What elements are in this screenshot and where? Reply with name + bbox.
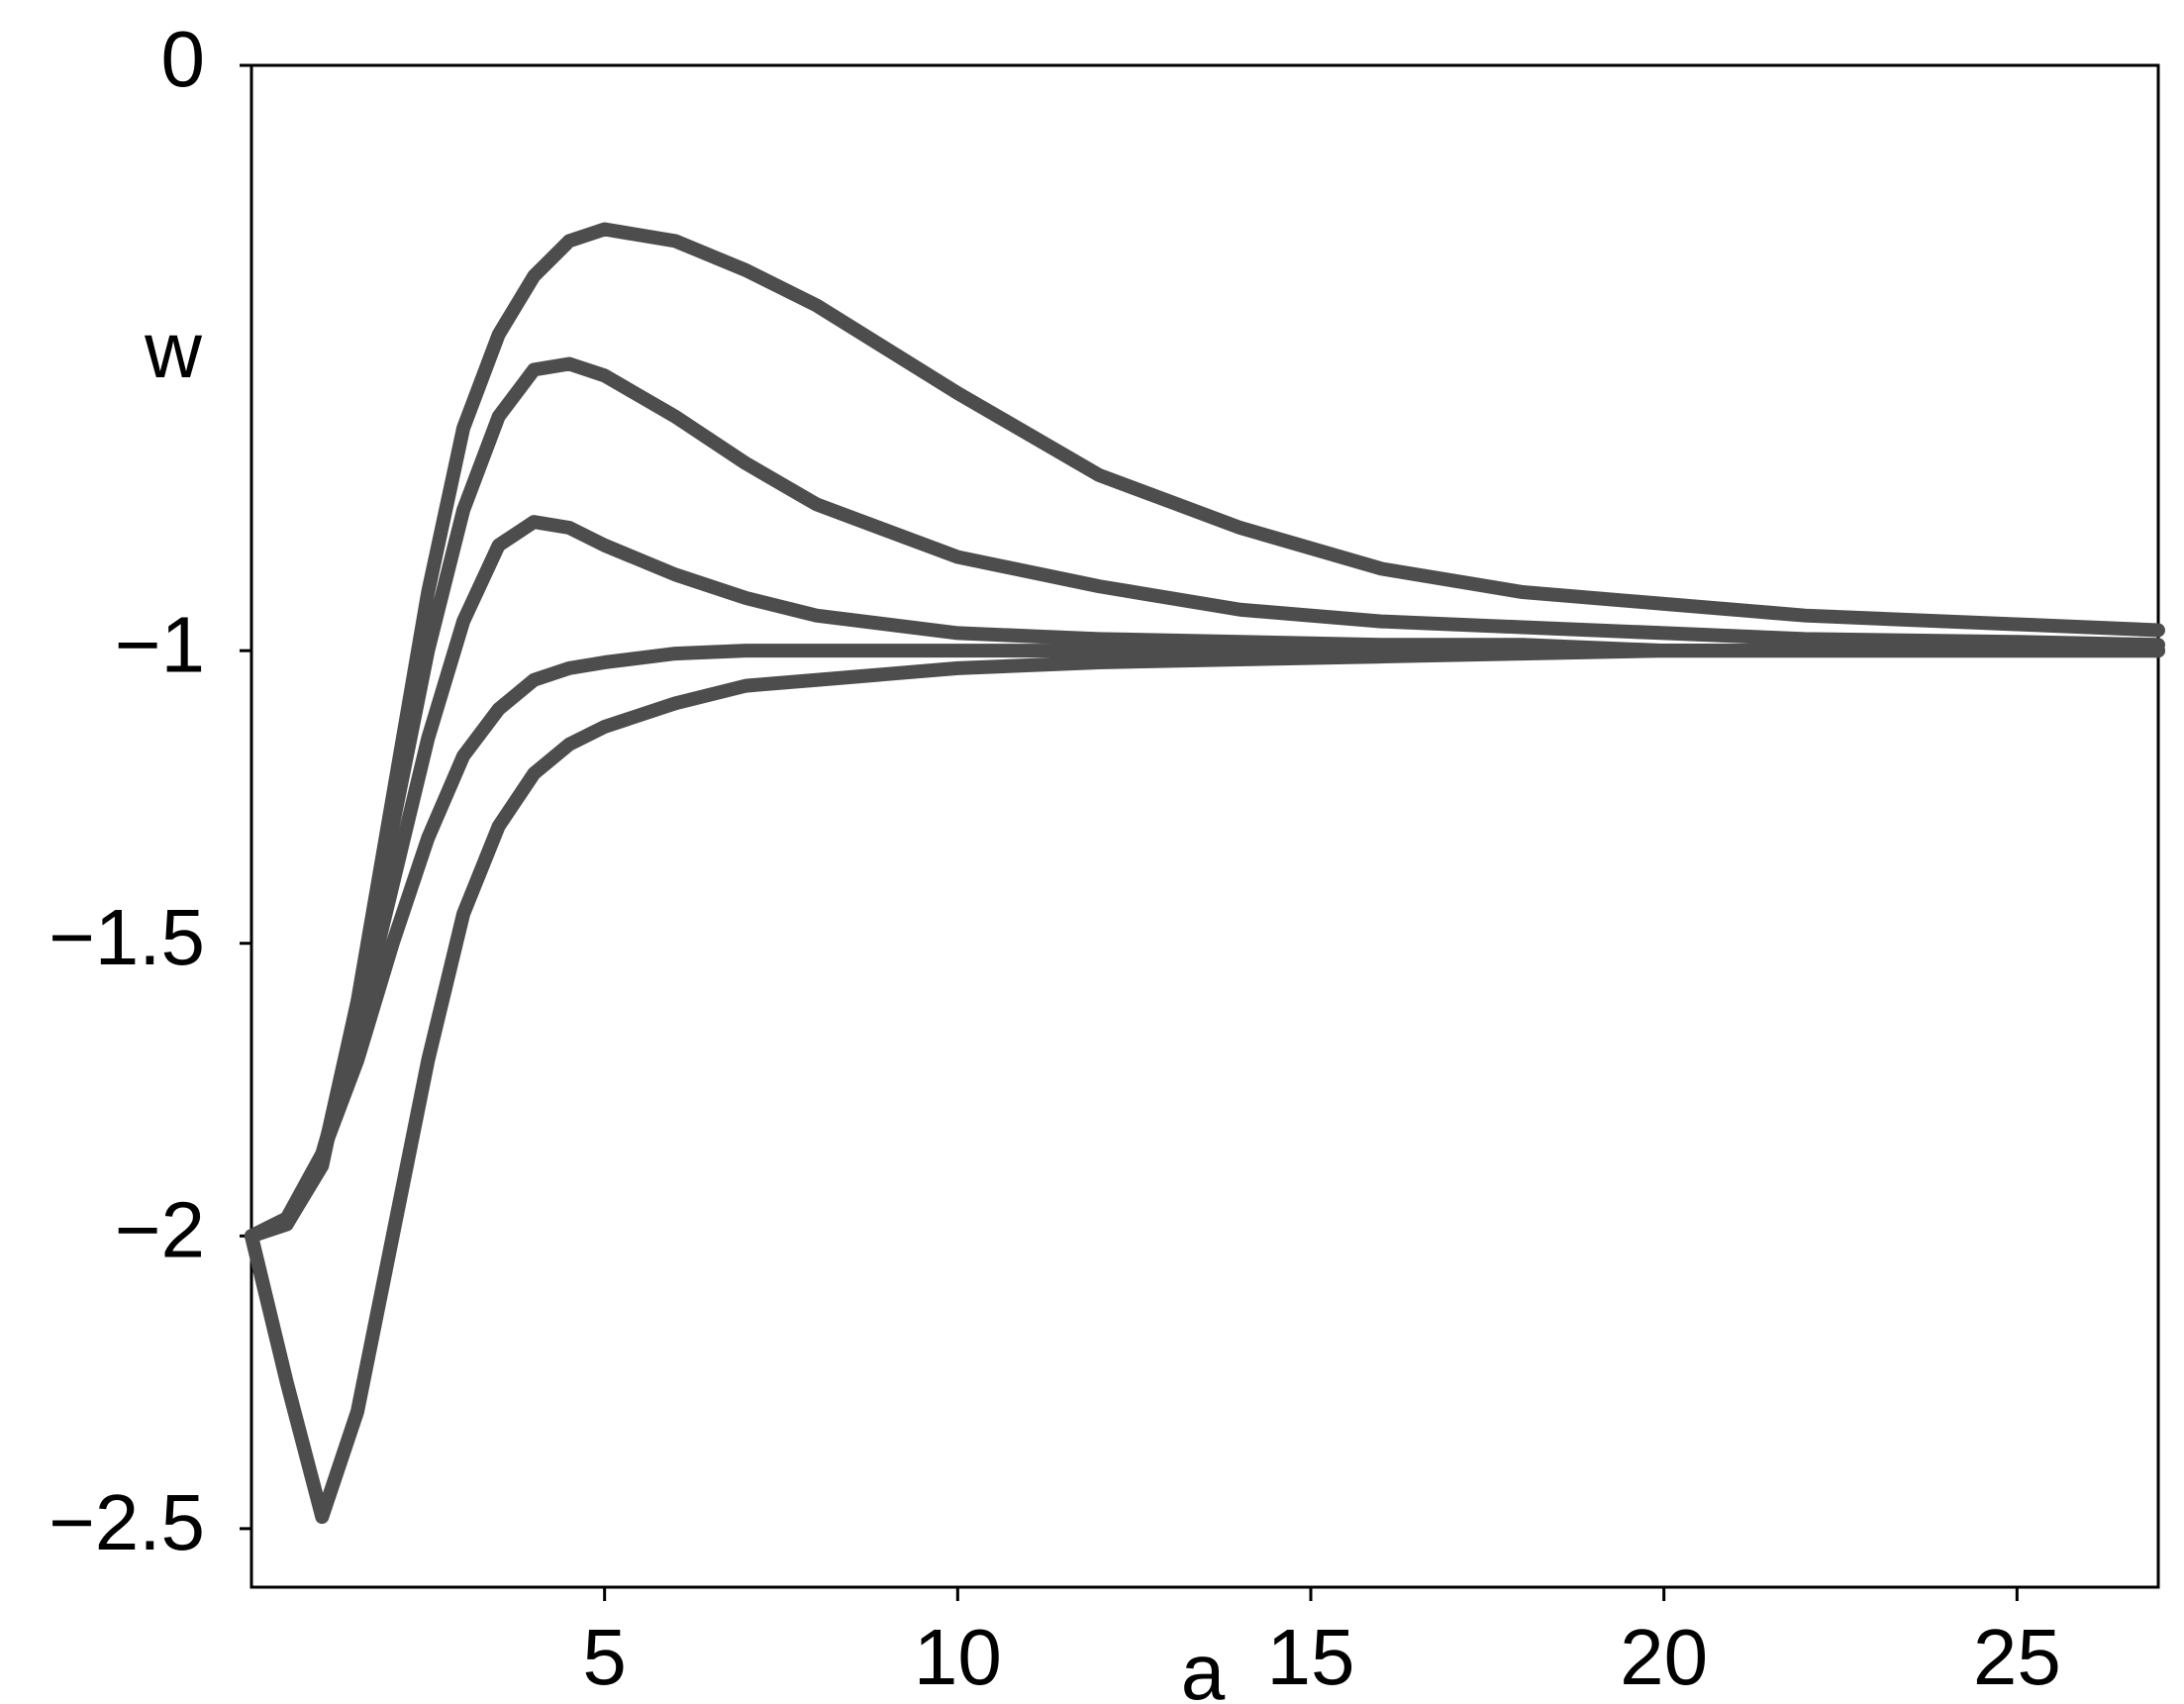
x-tick-label: 10 bbox=[914, 1613, 1002, 1701]
y-tick-label: −2 bbox=[115, 1185, 205, 1273]
line-series bbox=[245, 356, 2165, 1244]
x-axis-label: a bbox=[1181, 1628, 1226, 1704]
y-tick-label: −1.5 bbox=[49, 893, 205, 981]
plot-frame bbox=[249, 63, 2160, 1589]
x-tick-label: 20 bbox=[1620, 1613, 1708, 1701]
line-series bbox=[245, 222, 2165, 1244]
y-tick-label: 0 bbox=[161, 15, 206, 103]
y-axis-label: w bbox=[144, 306, 202, 394]
line-series bbox=[245, 515, 2165, 1244]
x-tick-label: 5 bbox=[582, 1613, 627, 1701]
x-tick-label: 25 bbox=[1973, 1613, 2061, 1701]
y-tick-label: −1 bbox=[115, 600, 205, 688]
y-tick-label: −2.5 bbox=[49, 1478, 205, 1566]
x-tick-label: 15 bbox=[1267, 1613, 1355, 1701]
line-series bbox=[245, 644, 2165, 1244]
line-series bbox=[245, 644, 2165, 1525]
